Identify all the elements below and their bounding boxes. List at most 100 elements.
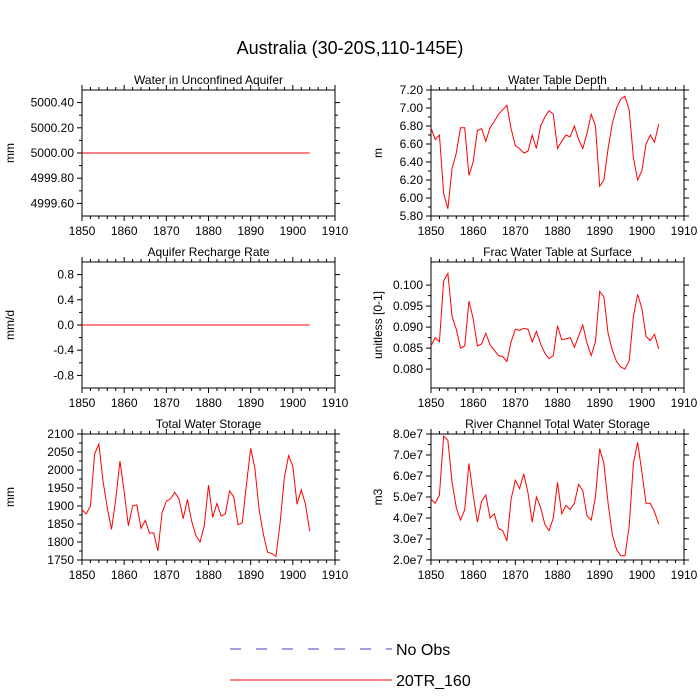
chart-panel: Total Water Storage mm 1850 1860 1870 1880 189… (3, 417, 349, 582)
x-tick-label: 1870 (153, 568, 180, 582)
y-tick-label: 2.0e7 (393, 553, 423, 567)
y-axis-label: mm (3, 487, 17, 507)
x-tick-label: 1880 (544, 568, 571, 582)
legend: No Obs 20TR_160 (230, 642, 471, 690)
x-tick-label: 1860 (460, 568, 487, 582)
y-tick-label: 2050 (47, 445, 74, 459)
y-tick-label: 0.0 (57, 318, 74, 332)
y-tick-label: -0.4 (53, 343, 74, 357)
panel-title: Water Table Depth (508, 73, 607, 87)
x-tick-label: 1850 (418, 568, 445, 582)
y-tick-label: 0.100 (393, 278, 423, 292)
y-tick-label: 4999.60 (31, 196, 75, 210)
main-title: Australia (30-20S,110-145E) (237, 38, 464, 58)
y-tick-label: 0.080 (393, 362, 423, 376)
y-tick-label: 5.80 (400, 209, 424, 223)
y-tick-label: 5000.40 (31, 96, 75, 110)
y-axis-label: mm/d (3, 310, 17, 340)
y-tick-label: 6.20 (400, 173, 424, 187)
y-tick-label: 4.0e7 (393, 511, 423, 525)
x-tick-label: 1860 (111, 224, 138, 238)
x-tick-label: 1870 (502, 568, 529, 582)
x-tick-label: 1910 (322, 568, 349, 582)
x-tick-label: 1890 (237, 396, 264, 410)
x-tick-label: 1910 (671, 396, 698, 410)
y-tick-label: 7.20 (400, 83, 424, 97)
y-tick-label: 0.085 (393, 341, 423, 355)
x-tick-label: 1910 (322, 396, 349, 410)
legend-label-20tr-160: 20TR_160 (396, 673, 471, 690)
y-tick-label: 5000.20 (31, 121, 75, 135)
chart-panel: Water Table Depth m 1850 1860 1870 1880 1890 19… (371, 73, 698, 238)
y-axis-label: m3 (371, 488, 385, 505)
y-tick-label: 7.00 (400, 101, 424, 115)
x-tick-label: 1850 (69, 224, 96, 238)
chart-panel: River Channel Total Water Storage m3 1850 1… (371, 417, 698, 582)
x-tick-label: 1860 (460, 396, 487, 410)
chart-panel: Frac Water Table at Surface unitless [0-1… (371, 245, 698, 410)
x-tick-label: 1850 (69, 396, 96, 410)
series-line-20tr-160 (430, 434, 660, 557)
y-tick-label: 0.4 (57, 293, 74, 307)
y-tick-label: 1850 (47, 517, 74, 531)
x-tick-label: 1860 (460, 224, 487, 238)
x-tick-label: 1890 (586, 568, 613, 582)
x-tick-label: 1880 (195, 224, 222, 238)
x-tick-label: 1880 (195, 568, 222, 582)
y-axis-label: m (371, 148, 385, 158)
y-tick-label: 2100 (47, 427, 74, 441)
y-tick-label: 1900 (47, 499, 74, 513)
x-tick-label: 1910 (671, 224, 698, 238)
x-tick-label: 1850 (418, 396, 445, 410)
y-tick-label: 6.60 (400, 137, 424, 151)
x-tick-label: 1880 (544, 396, 571, 410)
panel-grid: Water in Unconfined Aquifer mm 1850 1860 187… (3, 73, 698, 582)
series-line-20tr-160 (81, 442, 311, 558)
plot-frame (430, 433, 685, 561)
panel-title: Water in Unconfined Aquifer (134, 73, 283, 87)
y-tick-label: 8.0e7 (393, 427, 423, 441)
y-tick-label: 5.0e7 (393, 490, 423, 504)
x-tick-label: 1890 (237, 568, 264, 582)
plot-frame (81, 433, 336, 561)
y-tick-label: 1950 (47, 481, 74, 495)
panel-title: Frac Water Table at Surface (483, 245, 632, 259)
x-tick-label: 1900 (279, 396, 306, 410)
y-tick-label: -0.8 (53, 368, 74, 382)
x-tick-label: 1890 (586, 224, 613, 238)
chart-panel: Aquifer Recharge Rate mm/d 1850 1860 1870 188… (3, 245, 349, 410)
y-tick-label: 5000.00 (31, 146, 75, 160)
y-axis-label: mm (3, 143, 17, 163)
y-tick-label: 4999.80 (31, 171, 75, 185)
y-tick-label: 3.0e7 (393, 532, 423, 546)
panel-title: Total Water Storage (156, 417, 262, 431)
plot-frame (430, 89, 685, 217)
legend-label-no-obs: No Obs (396, 642, 450, 659)
x-tick-label: 1880 (195, 396, 222, 410)
x-tick-label: 1910 (671, 568, 698, 582)
y-tick-label: 6.80 (400, 119, 424, 133)
y-tick-label: 0.8 (57, 268, 74, 282)
x-tick-label: 1870 (502, 396, 529, 410)
y-tick-label: 1750 (47, 553, 74, 567)
y-tick-label: 0.090 (393, 320, 423, 334)
panel-title: River Channel Total Water Storage (465, 417, 650, 431)
x-tick-label: 1850 (418, 224, 445, 238)
y-tick-label: 6.00 (400, 191, 424, 205)
x-tick-label: 1870 (153, 224, 180, 238)
y-tick-label: 2000 (47, 463, 74, 477)
x-tick-label: 1900 (628, 568, 655, 582)
x-tick-label: 1890 (237, 224, 264, 238)
series-line-20tr-160 (430, 271, 660, 370)
x-tick-label: 1870 (153, 396, 180, 410)
y-tick-label: 7.0e7 (393, 448, 423, 462)
y-tick-label: 0.095 (393, 299, 423, 313)
x-tick-label: 1900 (628, 396, 655, 410)
x-tick-label: 1890 (586, 396, 613, 410)
x-tick-label: 1900 (279, 224, 306, 238)
y-tick-label: 6.0e7 (393, 469, 423, 483)
x-tick-label: 1850 (69, 568, 96, 582)
panel-title: Aquifer Recharge Rate (147, 245, 269, 259)
plot-frame (430, 261, 685, 389)
x-tick-label: 1870 (502, 224, 529, 238)
